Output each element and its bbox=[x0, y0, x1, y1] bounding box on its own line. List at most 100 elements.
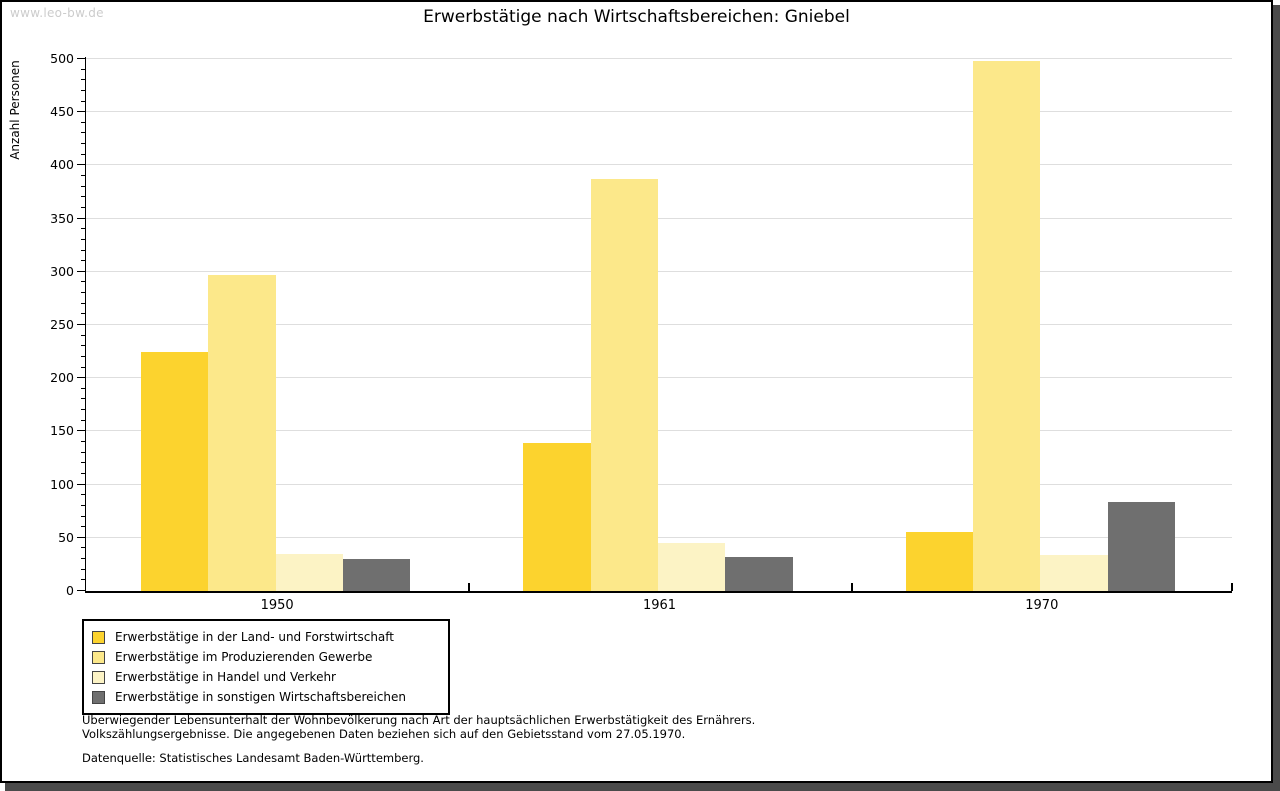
y-axis-minor-tick bbox=[81, 153, 85, 155]
y-axis-minor-tick bbox=[81, 334, 85, 336]
y-axis-minor-tick bbox=[81, 558, 85, 560]
y-axis-minor-tick bbox=[81, 355, 85, 357]
y-axis-minor-tick bbox=[81, 185, 85, 187]
y-axis-minor-tick bbox=[81, 238, 85, 240]
y-axis-minor-tick bbox=[81, 89, 85, 91]
y-axis-minor-tick bbox=[81, 302, 85, 304]
y-axis-major-tick bbox=[77, 324, 85, 325]
legend-swatch-icon bbox=[92, 690, 105, 704]
y-axis-minor-tick bbox=[81, 366, 85, 368]
y-axis-minor-tick bbox=[81, 345, 85, 347]
y-axis-tick-label: 400 bbox=[50, 157, 74, 173]
legend-swatch-icon bbox=[92, 650, 105, 664]
legend-item-2: Erwerbstätige im Produzierenden Gewerbe bbox=[92, 647, 440, 667]
bar-1961-series-1 bbox=[523, 443, 591, 591]
y-axis-minor-tick bbox=[81, 494, 85, 496]
y-axis-major-tick bbox=[77, 58, 85, 59]
x-axis-category-label: 1970 bbox=[1025, 598, 1059, 613]
legend-item-label: Erwerbstätige in sonstigen Wirtschaftsbe… bbox=[115, 690, 407, 704]
y-axis-tick-label: 350 bbox=[50, 210, 74, 226]
y-axis-minor-tick bbox=[81, 175, 85, 177]
y-axis-major-tick bbox=[77, 430, 85, 432]
y-axis-major-tick bbox=[77, 217, 85, 219]
bar-1950-series-1 bbox=[141, 351, 209, 591]
y-axis-major-tick bbox=[77, 164, 85, 166]
y-axis-tick-label: 250 bbox=[50, 317, 74, 332]
frame-shadow-bottom bbox=[5, 783, 1280, 791]
y-axis-minor-tick bbox=[81, 568, 85, 570]
bar-1970-series-3 bbox=[1040, 554, 1108, 591]
gridline bbox=[86, 536, 1232, 538]
y-axis-minor-tick bbox=[81, 462, 85, 464]
y-axis-tick-label: 100 bbox=[50, 476, 74, 492]
gridline bbox=[86, 111, 1232, 113]
y-axis-minor-tick bbox=[81, 143, 85, 145]
y-axis-minor-tick bbox=[81, 398, 85, 400]
x-axis-tick bbox=[468, 583, 471, 591]
bar-1970-series-1 bbox=[905, 532, 973, 591]
x-axis-category-label: 1961 bbox=[642, 598, 677, 613]
y-axis-minor-tick bbox=[81, 196, 85, 198]
x-axis-category-label: 1950 bbox=[260, 598, 294, 613]
y-axis-minor-tick bbox=[81, 387, 85, 389]
y-axis-major-tick bbox=[77, 483, 85, 485]
legend-box: Erwerbstätige in der Land- und Forstwirt… bbox=[82, 619, 450, 715]
bar-1970-series-4 bbox=[1107, 501, 1175, 591]
y-axis-tick-label: 200 bbox=[50, 370, 74, 386]
y-axis-tick-label: 50 bbox=[58, 529, 74, 545]
y-axis-minor-tick bbox=[81, 206, 85, 208]
y-axis-minor-tick bbox=[81, 100, 85, 102]
y-axis-minor-tick bbox=[81, 441, 85, 443]
y-axis-minor-tick bbox=[81, 121, 85, 123]
y-axis-minor-tick bbox=[81, 249, 85, 251]
y-axis-minor-tick bbox=[81, 504, 85, 506]
bar-1950-series-4 bbox=[342, 559, 411, 591]
y-axis-label: Anzahl Personen bbox=[8, 60, 22, 160]
y-axis-tick-label: 150 bbox=[50, 423, 74, 439]
bar-1970-series-2 bbox=[972, 61, 1041, 591]
gridline bbox=[86, 164, 1232, 166]
y-axis-minor-tick bbox=[81, 292, 85, 294]
y-axis-minor-tick bbox=[81, 68, 85, 70]
gridline bbox=[86, 430, 1232, 432]
legend-item-label: Erwerbstätige im Produzierenden Gewerbe bbox=[115, 650, 373, 664]
x-axis-tick bbox=[850, 583, 853, 591]
y-axis-minor-tick bbox=[81, 472, 85, 474]
legend-swatch-icon bbox=[92, 630, 105, 644]
y-axis-minor-tick bbox=[81, 579, 85, 581]
footnote-line-1: Überwiegender Lebensunterhalt der Wohnbe… bbox=[82, 713, 756, 727]
y-axis-minor-tick bbox=[81, 313, 85, 315]
chart-title: Erwerbstätige nach Wirtschaftsbereichen:… bbox=[423, 7, 850, 27]
site-watermark: www.leo-bw.de bbox=[10, 6, 104, 20]
y-axis-tick-label: 450 bbox=[50, 104, 74, 120]
legend-item-4: Erwerbstätige in sonstigen Wirtschaftsbe… bbox=[92, 687, 440, 707]
plot-area: 0 50 100 150 200 250 300 350 400 450 500 1950 1961 19… bbox=[50, 52, 1233, 613]
y-axis-tick-label: 500 bbox=[50, 51, 74, 66]
y-axis-minor-tick bbox=[81, 547, 85, 549]
y-axis-tick-label: 0 bbox=[66, 583, 74, 598]
y-axis-minor-tick bbox=[81, 419, 85, 421]
legend-item-label: Erwerbstätige in der Land- und Forstwirt… bbox=[115, 630, 394, 644]
bar-1950-series-3 bbox=[275, 553, 343, 591]
y-axis-tick-label: 300 bbox=[50, 263, 74, 279]
y-axis-minor-tick bbox=[81, 526, 85, 528]
gridline bbox=[86, 483, 1232, 485]
gridline bbox=[86, 217, 1232, 219]
y-axis-minor-tick bbox=[81, 281, 85, 283]
y-axis-minor-tick bbox=[81, 228, 85, 230]
y-axis-major-tick bbox=[77, 536, 85, 538]
bar-1961-series-2 bbox=[590, 179, 658, 591]
gridline bbox=[86, 324, 1232, 325]
gridline bbox=[86, 270, 1232, 272]
y-axis-major-tick bbox=[77, 270, 85, 272]
legend-item-1: Erwerbstätige in der Land- und Forstwirt… bbox=[92, 627, 440, 647]
y-axis-major-tick bbox=[77, 590, 85, 591]
footnote-line-2: Volkszählungsergebnisse. Die angegebenen… bbox=[82, 727, 686, 741]
legend-item-3: Erwerbstätige in Handel und Verkehr bbox=[92, 667, 440, 687]
legend-item-label: Erwerbstätige in Handel und Verkehr bbox=[115, 670, 336, 684]
legend-swatch-icon bbox=[92, 670, 105, 684]
y-axis-minor-tick bbox=[81, 132, 85, 134]
y-axis-minor-tick bbox=[81, 451, 85, 453]
